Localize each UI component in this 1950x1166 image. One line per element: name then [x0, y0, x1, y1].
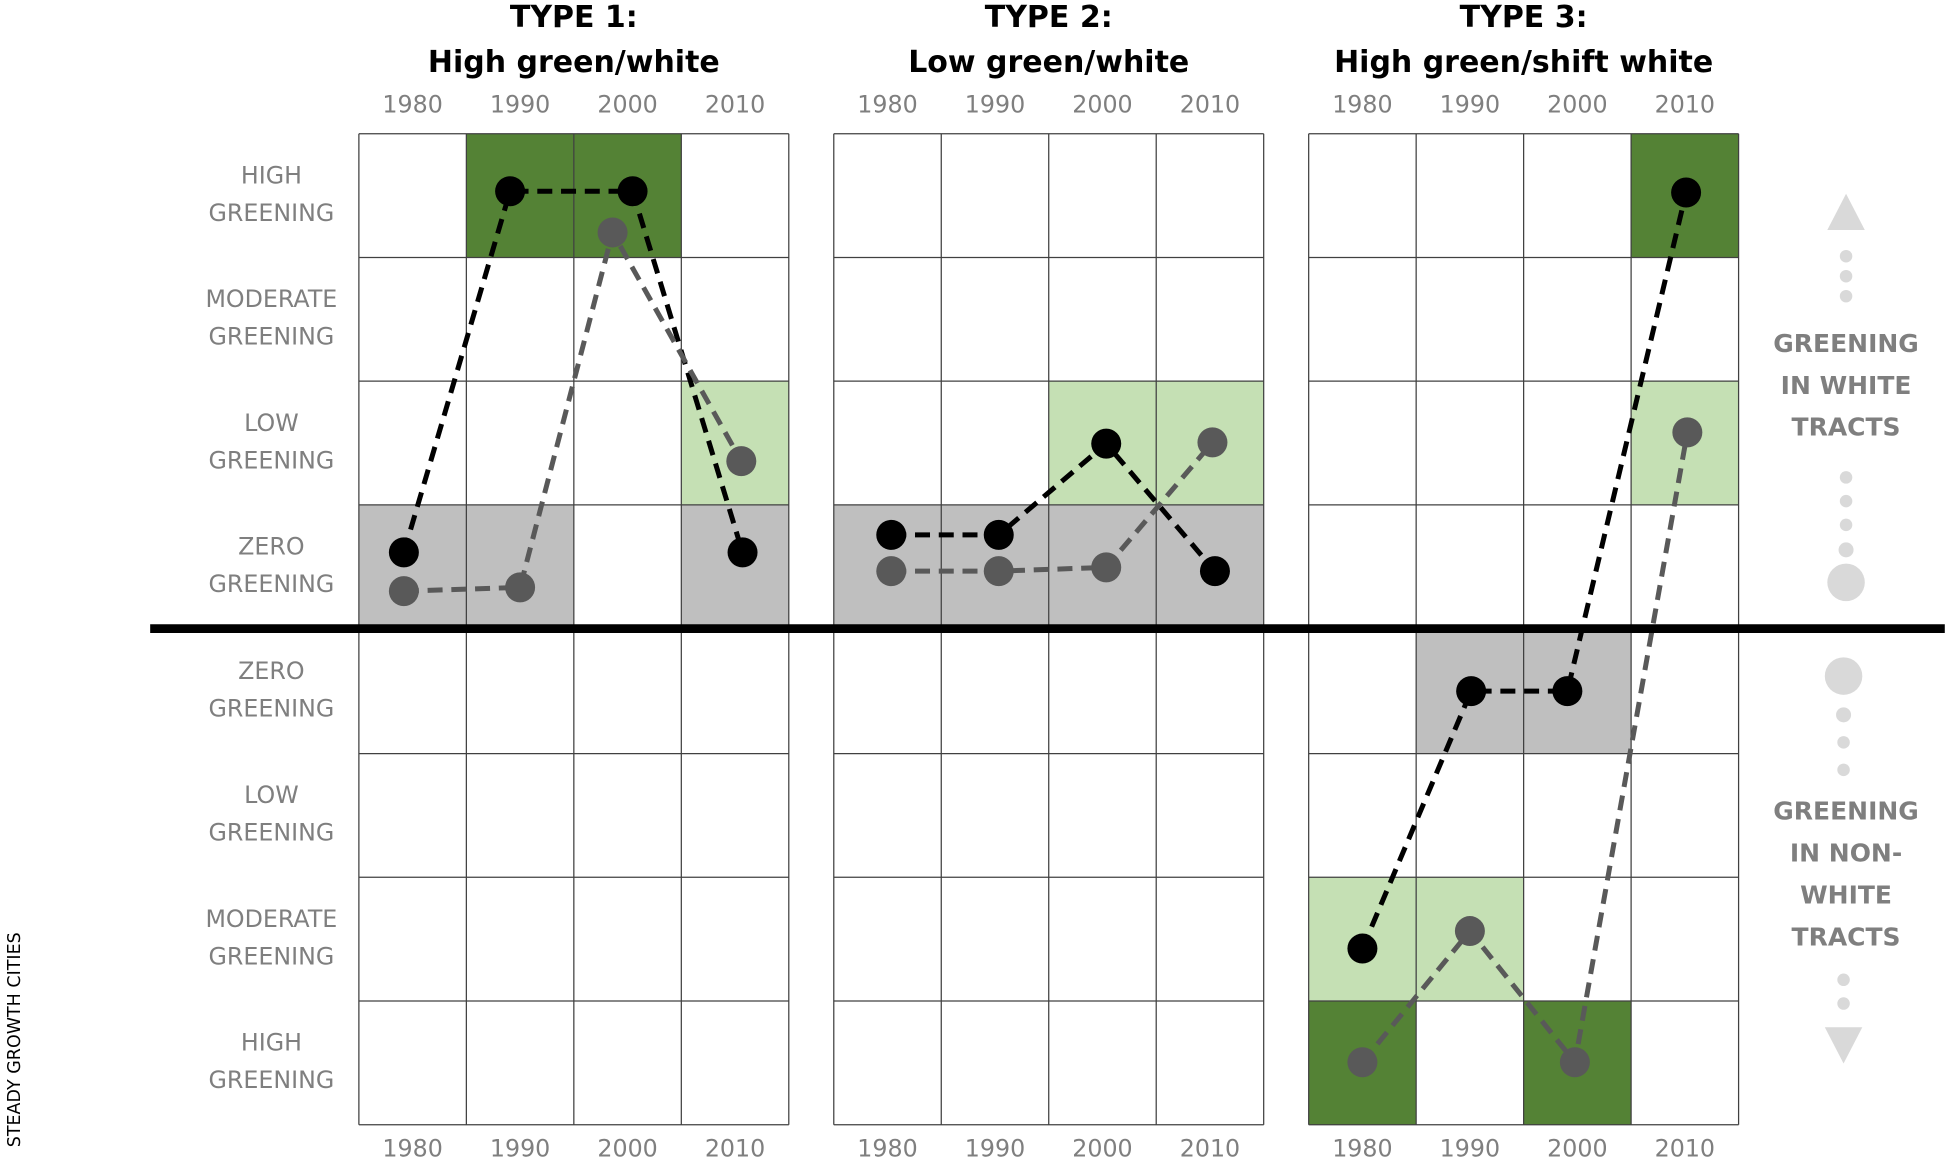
panel-title: Low green/white — [908, 45, 1189, 80]
year-label: 1980 — [1332, 1134, 1392, 1162]
row-label: GREENING — [209, 446, 335, 474]
panel-title: High green/white — [428, 45, 720, 80]
row-label: GREENING — [209, 323, 335, 351]
trajectory-dot — [388, 537, 419, 568]
year-label: 2010 — [705, 1134, 765, 1162]
trajectory-dot — [983, 556, 1014, 587]
side-label: STEADY GROWTH CITIES — [5, 932, 25, 1147]
row-label: ZERO — [238, 533, 304, 561]
year-label: 2000 — [1547, 1134, 1607, 1162]
legend-label: GREENING — [1773, 329, 1919, 358]
cell-fill — [681, 504, 789, 629]
year-label: 1990 — [490, 1134, 550, 1162]
trajectory-dot — [505, 572, 536, 603]
trajectory-dot — [876, 519, 907, 550]
trajectory-dot — [983, 519, 1014, 550]
trajectory-dot — [1197, 427, 1228, 458]
panel-title: High green/shift white — [1334, 45, 1713, 80]
legend-label: GREENING — [1773, 796, 1919, 825]
row-label: HIGH — [241, 161, 302, 189]
row-label: MODERATE — [205, 905, 337, 933]
year-label: 2000 — [597, 1134, 657, 1162]
year-label: 2010 — [1655, 91, 1715, 119]
trajectory-dot — [1091, 428, 1122, 459]
legend-label: TRACTS — [1792, 923, 1901, 952]
row-label: GREENING — [209, 1066, 335, 1094]
year-label: 1990 — [965, 91, 1025, 119]
year-label: 1980 — [857, 1134, 917, 1162]
year-label: 2010 — [1180, 91, 1240, 119]
trajectory-line — [1360, 191, 1689, 950]
year-label: 2010 — [705, 91, 765, 119]
trajectory-dot — [1559, 1047, 1590, 1078]
year-label: 1980 — [382, 91, 442, 119]
arrow-down — [1824, 657, 1863, 1064]
legend-label: IN NON- — [1790, 838, 1902, 867]
trajectory-dot — [727, 537, 758, 568]
row-label: ZERO — [238, 657, 304, 685]
trajectory-dot — [1454, 916, 1485, 947]
year-label: 1990 — [1440, 91, 1500, 119]
trajectory-dot — [388, 576, 419, 607]
row-label: GREENING — [209, 570, 335, 598]
row-label: MODERATE — [205, 285, 337, 313]
year-label: 1990 — [965, 1134, 1025, 1162]
row-label: GREENING — [209, 942, 335, 970]
trajectory-dot — [1456, 676, 1487, 707]
trajectory-dot — [1199, 556, 1230, 587]
trajectory-line — [891, 440, 1217, 573]
trajectory-dot — [726, 446, 757, 477]
panel-title: TYPE 1: — [510, 0, 638, 35]
trajectory-dot — [1347, 1047, 1378, 1078]
trajectory-dot — [876, 556, 907, 587]
year-label: 1990 — [1440, 1134, 1500, 1162]
row-label: LOW — [244, 781, 299, 809]
trajectory-line — [403, 225, 744, 594]
legend-label: TRACTS — [1792, 413, 1901, 442]
year-label: 2000 — [1072, 1134, 1132, 1162]
year-label: 1980 — [1332, 91, 1392, 119]
year-label: 1980 — [382, 1134, 442, 1162]
trajectory-line — [891, 440, 1215, 574]
trajectory-dot — [1672, 417, 1703, 448]
row-label: HIGH — [241, 1029, 302, 1057]
legend-label: IN WHITE — [1781, 371, 1912, 400]
trajectory-dot — [617, 176, 648, 207]
year-label: 2010 — [1180, 1134, 1240, 1162]
year-label: 1990 — [490, 91, 550, 119]
trajectory-dot — [1091, 552, 1122, 583]
trajectory-dot — [597, 217, 628, 248]
row-label: LOW — [244, 409, 299, 437]
year-label: 2000 — [1547, 91, 1607, 119]
trajectory-line — [1360, 431, 1690, 1069]
year-label: 2000 — [1072, 91, 1132, 119]
row-label: GREENING — [209, 819, 335, 847]
arrow-up — [1827, 193, 1865, 602]
legend-label: WHITE — [1800, 881, 1892, 910]
trajectory-dot — [1552, 676, 1583, 707]
trajectory-dot — [495, 176, 526, 207]
trajectory-line — [401, 188, 745, 554]
row-label: GREENING — [209, 694, 335, 722]
row-label: GREENING — [209, 199, 335, 227]
year-label: 2000 — [597, 91, 657, 119]
trajectory-dot — [1347, 933, 1378, 964]
trajectory-dot — [1671, 177, 1702, 208]
cell-fill — [466, 504, 574, 629]
panel-title: TYPE 2: — [985, 0, 1113, 35]
panel-title: TYPE 3: — [1460, 0, 1588, 35]
year-label: 2010 — [1655, 1134, 1715, 1162]
year-label: 1980 — [857, 91, 917, 119]
